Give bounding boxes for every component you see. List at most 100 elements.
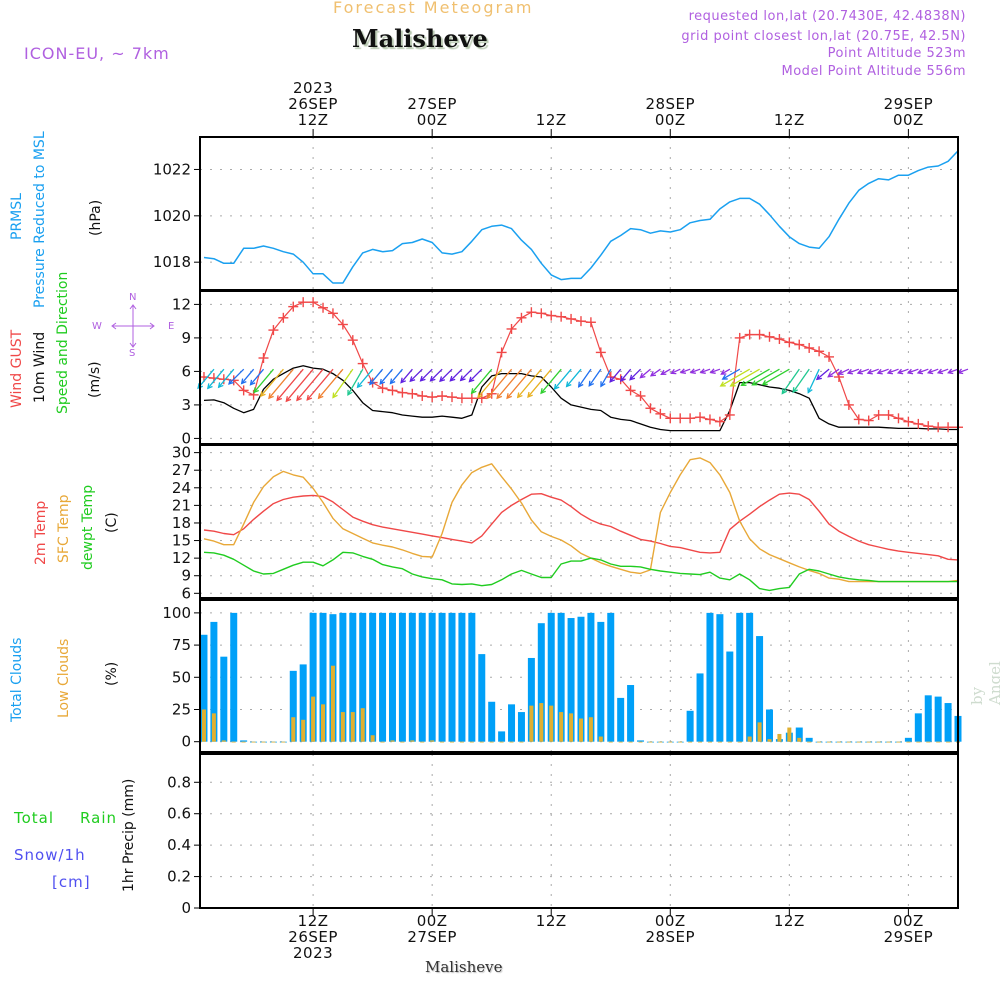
wind-arrow-head — [259, 391, 266, 398]
low-clouds-bar — [827, 741, 832, 743]
y-tick-label: 12 — [172, 549, 191, 567]
low-clouds-bar — [251, 741, 256, 743]
total-clouds-bar — [537, 623, 545, 742]
wind-arrow-shaft — [741, 368, 770, 386]
wind-arrow-shaft — [838, 368, 850, 375]
total-rain-label: Total Rain — [14, 809, 117, 827]
low-clouds-bar — [529, 705, 534, 742]
wind-arrow-head — [876, 368, 883, 375]
bottom-time-label: 12Z — [774, 913, 805, 929]
wind-arrow-head — [720, 369, 727, 375]
wind-arrow-head — [846, 368, 854, 375]
total-clouds-bar — [210, 621, 218, 742]
wind-arrow-shaft — [578, 368, 592, 388]
top-time-label: 12Z — [536, 112, 567, 128]
wind-arrow — [400, 368, 413, 384]
wind-arrow — [720, 368, 731, 375]
time-label-line: 00Z — [892, 912, 924, 930]
low-clouds-bar — [817, 741, 822, 743]
wind-arrow — [419, 368, 433, 382]
wind-arrow-shaft — [296, 368, 324, 401]
gust-marker — [258, 353, 269, 364]
wind-arrow-shaft — [253, 368, 274, 393]
low-clouds-bar — [241, 741, 246, 743]
wind-arrow-shaft — [877, 368, 889, 374]
wind-arrow-head — [649, 371, 657, 377]
panel-border — [199, 444, 959, 599]
wind-arrow — [689, 368, 701, 374]
grid-point-coords: grid point closest lon,lat (20.75E, 42.5… — [681, 29, 966, 44]
wind-arrow — [506, 368, 532, 400]
wind-arrow-head — [400, 377, 407, 384]
total-clouds-bar — [428, 612, 436, 742]
low-clouds-bar — [946, 741, 951, 743]
panel-border — [199, 290, 959, 445]
footer-place-name: Malisheve — [425, 958, 503, 976]
total-clouds-bar — [716, 614, 724, 742]
total-clouds-bar — [577, 616, 585, 742]
total-clouds-bar — [944, 703, 952, 742]
total-clouds-bar — [418, 612, 426, 742]
gust-marker — [774, 334, 785, 345]
wind-arrow — [761, 368, 790, 386]
low-clouds-bar — [727, 741, 732, 743]
gust-marker — [943, 422, 954, 433]
wind-arrow-head — [553, 383, 560, 390]
t2m-line — [203, 492, 959, 561]
total-clouds-bar — [686, 710, 694, 742]
total-clouds-bar — [488, 701, 496, 742]
wind-arrow — [936, 368, 949, 375]
gust-marker — [804, 342, 815, 353]
wind-arrow-head — [906, 368, 914, 375]
wind-arrow — [719, 368, 751, 387]
wind-arrow-shaft — [389, 368, 403, 384]
total-clouds-bar — [220, 656, 228, 742]
time-label-line: 12Z — [297, 912, 329, 930]
total-clouds-bar — [567, 618, 575, 742]
panel-wind: 0 3 6 9 12 — [172, 290, 969, 447]
wind-arrow — [268, 368, 294, 400]
gust-marker — [814, 346, 825, 357]
model-label: ICON-EU, ~ 7km — [24, 44, 170, 63]
total-clouds-bar — [924, 695, 932, 742]
y-tick-label: 6 — [181, 362, 191, 380]
wind-arrow-shaft — [781, 368, 800, 394]
low-clouds-bar — [836, 741, 841, 743]
total-clouds-bar — [587, 612, 595, 742]
y-tick-label: 30 — [172, 444, 191, 462]
wind-arrow-shaft — [661, 368, 671, 375]
panel-clouds: 0 25 50 75 100 — [162, 599, 962, 753]
bottom-time-label: 00Z 27SEP — [407, 913, 457, 945]
low-clouds-bar — [747, 736, 752, 742]
snow-unit-label: [cm] — [52, 873, 91, 891]
wind-arrow-shaft — [486, 368, 513, 399]
wind-arrow — [639, 368, 651, 379]
wind-arrow-shaft — [721, 368, 731, 375]
gust-marker — [377, 383, 388, 394]
wind-arrow-shaft — [650, 368, 661, 377]
low-clouds-bar — [360, 708, 365, 742]
wind-arrow-head — [916, 368, 924, 375]
gust-marker — [893, 413, 904, 424]
snow-label: Snow/1h — [14, 846, 86, 864]
low-clouds-bar — [668, 741, 673, 743]
wind-arrow — [577, 368, 592, 388]
low-clouds-bar — [767, 739, 772, 742]
wind-arrow-shaft — [927, 368, 939, 374]
wind-arrow — [527, 368, 552, 398]
wind-arrow — [906, 368, 919, 375]
y-tick-label: 24 — [172, 479, 191, 497]
wind-arrow-shaft — [285, 368, 314, 402]
wind-arrow-head — [356, 382, 363, 389]
wind-arrow-head — [609, 376, 616, 383]
gust-marker — [754, 329, 765, 340]
wind-arrow — [276, 368, 304, 402]
total-clouds-bar — [498, 731, 506, 742]
time-label-line: 00Z — [654, 111, 686, 129]
wind-arrow — [565, 368, 582, 388]
wind-arrow-head — [721, 374, 728, 380]
total-clouds-bar — [904, 737, 912, 742]
wind-arrow-head — [639, 372, 646, 379]
total-clouds-bar — [408, 612, 416, 742]
